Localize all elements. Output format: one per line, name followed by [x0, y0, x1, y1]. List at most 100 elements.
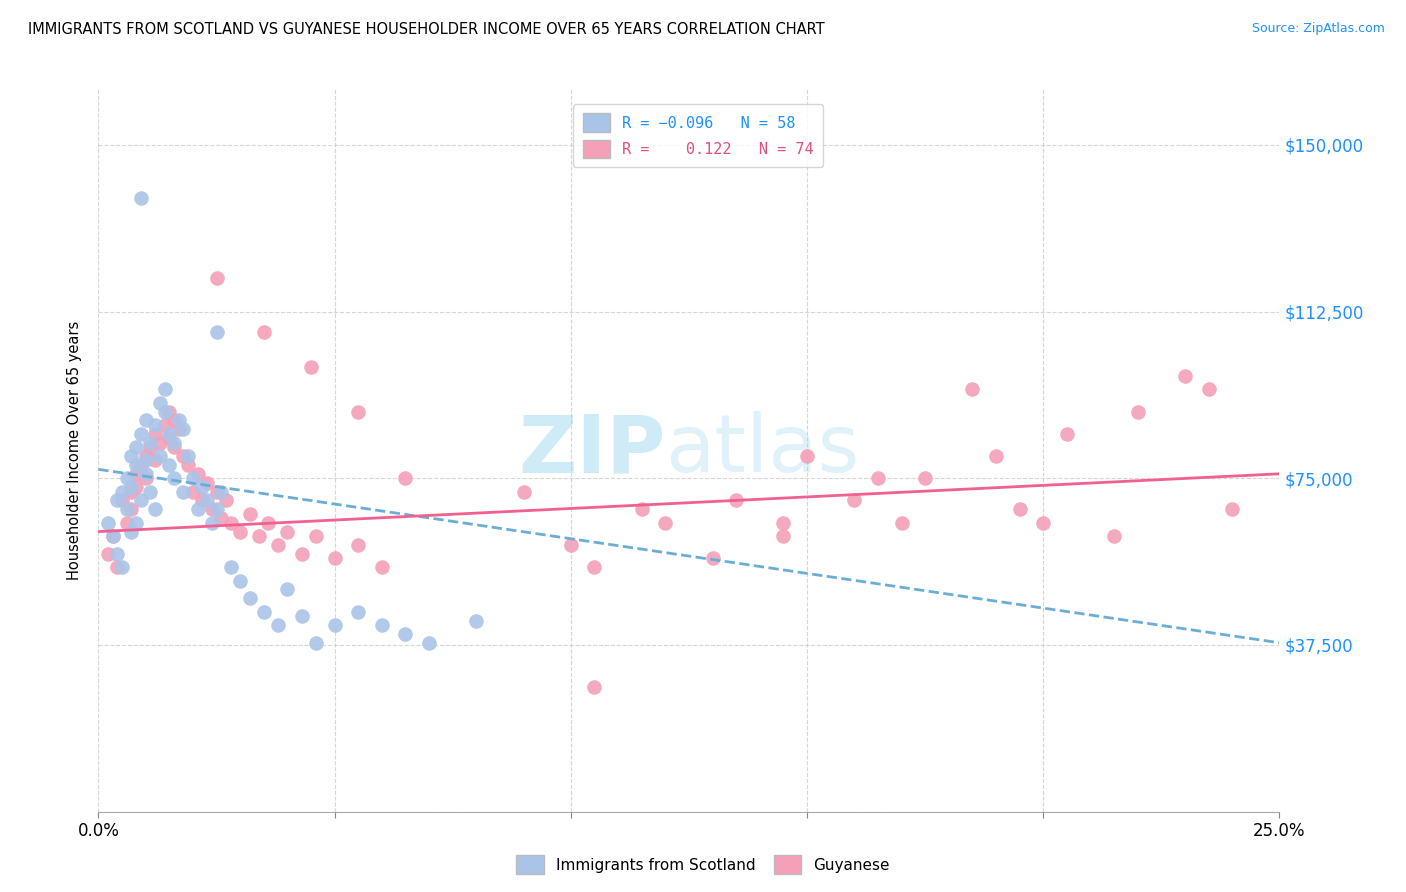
Legend: R = −0.096   N = 58, R =    0.122   N = 74: R = −0.096 N = 58, R = 0.122 N = 74 — [574, 104, 823, 168]
Point — [219, 560, 242, 574]
Point — [512, 484, 534, 499]
Point — [465, 614, 488, 628]
Point — [371, 618, 394, 632]
Text: atlas: atlas — [665, 411, 859, 490]
Point — [1198, 382, 1220, 396]
Point — [1174, 369, 1197, 384]
Point — [418, 636, 440, 650]
Point — [205, 502, 228, 516]
Point — [149, 435, 172, 450]
Point — [181, 471, 204, 485]
Point — [962, 382, 984, 396]
Point — [560, 538, 582, 552]
Point — [239, 507, 262, 521]
Point — [1056, 426, 1078, 441]
Point — [172, 484, 194, 499]
Point — [195, 475, 218, 490]
Point — [157, 458, 180, 472]
Point — [111, 493, 134, 508]
Point — [115, 502, 138, 516]
Point — [290, 609, 312, 624]
Point — [299, 360, 322, 375]
Point — [135, 471, 157, 485]
Point — [725, 493, 748, 508]
Point — [97, 516, 120, 530]
Point — [219, 516, 242, 530]
Point — [191, 493, 214, 508]
Point — [121, 484, 143, 499]
Point — [125, 467, 148, 481]
Point — [347, 404, 370, 418]
Point — [163, 413, 186, 427]
Point — [177, 458, 200, 472]
Point — [1008, 502, 1031, 516]
Point — [135, 413, 157, 427]
Point — [111, 484, 134, 499]
Point — [129, 493, 152, 508]
Point — [121, 480, 143, 494]
Point — [267, 618, 290, 632]
Point — [121, 502, 143, 516]
Point — [371, 560, 394, 574]
Point — [239, 591, 262, 606]
Point — [394, 627, 416, 641]
Point — [191, 480, 214, 494]
Text: ZIP: ZIP — [517, 411, 665, 490]
Point — [209, 484, 232, 499]
Point — [215, 493, 238, 508]
Text: IMMIGRANTS FROM SCOTLAND VS GUYANESE HOUSEHOLDER INCOME OVER 65 YEARS CORRELATIO: IMMIGRANTS FROM SCOTLAND VS GUYANESE HOU… — [28, 22, 825, 37]
Point — [305, 636, 328, 650]
Point — [135, 449, 157, 463]
Point — [276, 524, 298, 539]
Point — [153, 404, 176, 418]
Point — [253, 605, 276, 619]
Point — [583, 680, 606, 694]
Point — [125, 458, 148, 472]
Point — [129, 458, 152, 472]
Point — [157, 426, 180, 441]
Point — [890, 516, 912, 530]
Point — [143, 417, 166, 432]
Point — [167, 422, 190, 436]
Point — [143, 426, 166, 441]
Point — [149, 395, 172, 409]
Point — [305, 529, 328, 543]
Point — [347, 605, 370, 619]
Point — [153, 382, 176, 396]
Point — [163, 471, 186, 485]
Point — [205, 325, 228, 339]
Point — [143, 453, 166, 467]
Point — [984, 449, 1007, 463]
Point — [630, 502, 652, 516]
Point — [583, 560, 606, 574]
Point — [866, 471, 889, 485]
Point — [702, 551, 724, 566]
Point — [181, 484, 204, 499]
Text: Source: ZipAtlas.com: Source: ZipAtlas.com — [1251, 22, 1385, 36]
Point — [187, 467, 209, 481]
Point — [1032, 516, 1054, 530]
Point — [139, 484, 162, 499]
Point — [229, 524, 252, 539]
Point — [172, 449, 194, 463]
Point — [247, 529, 270, 543]
Point — [347, 538, 370, 552]
Point — [115, 471, 138, 485]
Point — [205, 271, 228, 285]
Point — [129, 191, 152, 205]
Point — [209, 511, 232, 525]
Point — [323, 618, 346, 632]
Point — [143, 502, 166, 516]
Point — [253, 325, 276, 339]
Point — [139, 435, 162, 450]
Point — [135, 467, 157, 481]
Point — [267, 538, 290, 552]
Y-axis label: Householder Income Over 65 years: Householder Income Over 65 years — [66, 321, 82, 580]
Point — [105, 547, 128, 561]
Point — [772, 529, 794, 543]
Point — [654, 516, 676, 530]
Point — [205, 484, 228, 499]
Point — [101, 529, 124, 543]
Point — [101, 529, 124, 543]
Point — [201, 502, 224, 516]
